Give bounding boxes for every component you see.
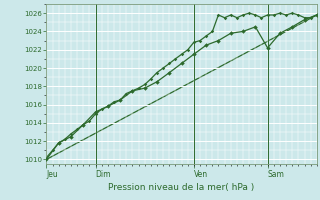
X-axis label: Pression niveau de la mer( hPa ): Pression niveau de la mer( hPa ) [108, 183, 255, 192]
